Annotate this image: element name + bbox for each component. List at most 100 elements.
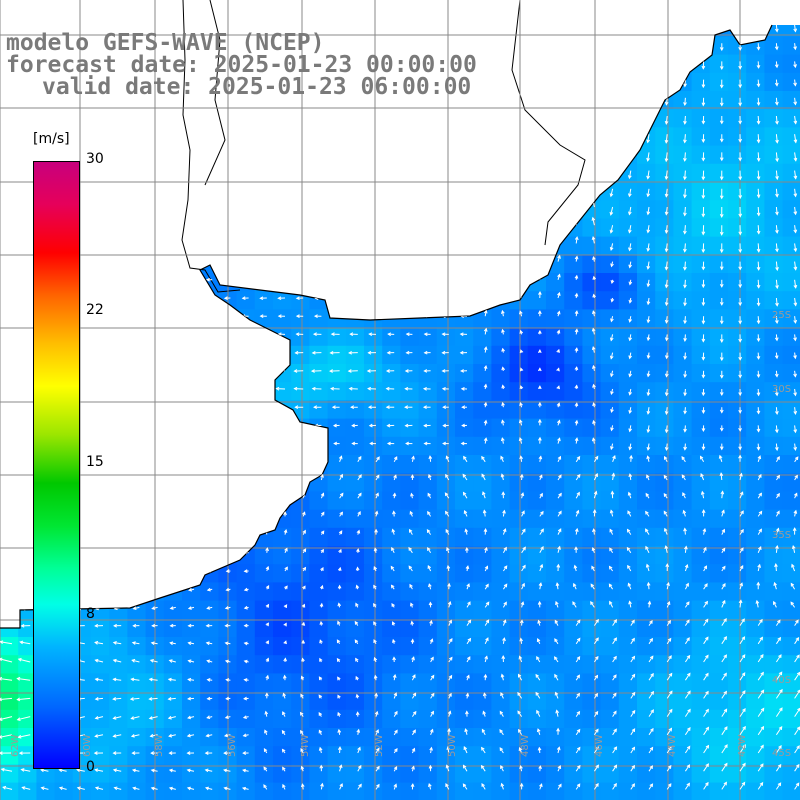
wind-arrow <box>483 145 488 153</box>
wind-arrow <box>466 601 471 608</box>
wind-arrow <box>484 655 488 663</box>
wind-arrow <box>574 310 579 317</box>
wind-arrow <box>259 114 267 119</box>
wind-arrow <box>775 782 782 790</box>
wind-arrow <box>390 565 395 572</box>
wind-arrow <box>337 711 341 717</box>
wind-arrow <box>518 655 523 663</box>
wind-arrow <box>310 369 322 373</box>
wind-arrow <box>482 692 487 699</box>
wind-arrow <box>22 531 31 536</box>
wind-arrow <box>368 332 377 337</box>
wind-arrow <box>628 97 632 106</box>
wind-arrow <box>575 674 580 681</box>
wind-arrow <box>131 405 140 410</box>
wind-arrow <box>627 564 632 572</box>
wind-arrow <box>275 386 286 391</box>
wind-arrow <box>95 369 104 373</box>
wind-arrow <box>447 601 452 608</box>
wind-arrow <box>775 455 780 463</box>
wind-arrow <box>791 544 796 553</box>
wind-arrow <box>423 186 431 191</box>
wind-arrow <box>519 367 524 372</box>
wind-arrow <box>4 405 12 410</box>
wind-arrow <box>574 292 579 299</box>
wind-arrow <box>483 273 488 280</box>
wind-arrow <box>339 492 344 499</box>
wind-arrow <box>21 588 31 593</box>
wind-arrow <box>574 145 579 153</box>
wind-arrow <box>423 41 431 46</box>
wind-arrow <box>774 407 779 416</box>
wind-arrow <box>301 657 305 663</box>
wind-arrow <box>519 349 524 354</box>
wind-arrow <box>265 622 269 627</box>
wind-arrow <box>628 279 633 286</box>
wind-arrow <box>739 672 746 681</box>
wind-arrow <box>573 582 577 590</box>
wind-arrow <box>168 733 176 738</box>
wind-arrow <box>5 350 13 355</box>
wind-arrow <box>666 581 670 590</box>
wind-arrow <box>556 385 560 390</box>
wind-arrow <box>575 728 581 736</box>
wind-arrow <box>609 600 614 608</box>
wind-arrow <box>169 641 176 646</box>
wind-arrow <box>628 225 632 234</box>
wind-arrow <box>793 334 797 342</box>
wind-arrow <box>666 637 672 645</box>
wind-arrow <box>187 114 195 119</box>
wind-arrow <box>536 656 541 663</box>
wind-arrow <box>18 751 31 755</box>
wind-arrow <box>703 763 709 772</box>
wind-arrow <box>756 334 761 343</box>
wind-arrow <box>336 657 341 663</box>
wind-arrow <box>521 564 526 572</box>
wind-arrow <box>259 150 267 155</box>
wind-arrow <box>664 316 669 324</box>
wind-arrow <box>590 583 595 590</box>
wind-arrow <box>187 606 195 610</box>
wind-arrow <box>538 765 542 772</box>
wind-arrow <box>169 478 176 483</box>
wind-arrow <box>373 674 378 681</box>
wind-arrow <box>738 599 743 608</box>
wind-arrow <box>2 785 13 790</box>
wind-arrow <box>282 674 287 681</box>
wind-arrow <box>793 388 797 397</box>
wind-arrow <box>574 366 579 371</box>
wind-arrow <box>755 599 760 608</box>
wind-arrow <box>404 277 413 282</box>
wind-arrow <box>441 332 449 337</box>
wind-arrow <box>204 186 213 191</box>
wind-arrow <box>168 751 176 755</box>
wind-arrow <box>375 456 380 463</box>
wind-arrow <box>404 296 413 301</box>
wind-arrow <box>333 150 340 155</box>
wind-arrow <box>428 764 433 772</box>
wind-arrow <box>756 188 761 199</box>
wind-arrow <box>500 291 505 299</box>
wind-arrow <box>168 369 176 373</box>
wind-arrow <box>320 782 324 790</box>
wind-arrow <box>794 745 800 754</box>
wind-arrow <box>756 115 761 125</box>
wind-arrow <box>329 350 340 355</box>
wind-arrow <box>483 255 488 262</box>
wind-arrow <box>448 619 452 626</box>
wind-arrow <box>168 25 176 27</box>
wind-arrow <box>537 310 542 317</box>
wind-arrow <box>445 783 450 790</box>
wind-arrow <box>242 514 249 518</box>
wind-arrow <box>429 746 433 754</box>
wind-arrow <box>391 621 396 626</box>
wind-arrow <box>302 511 306 517</box>
wind-arrow <box>423 223 431 228</box>
wind-arrow <box>701 407 706 414</box>
wind-arrow <box>575 637 581 645</box>
wind-arrow <box>483 35 488 44</box>
wind-arrow <box>719 225 724 236</box>
wind-arrow <box>168 259 176 264</box>
wind-arrow <box>357 474 362 481</box>
